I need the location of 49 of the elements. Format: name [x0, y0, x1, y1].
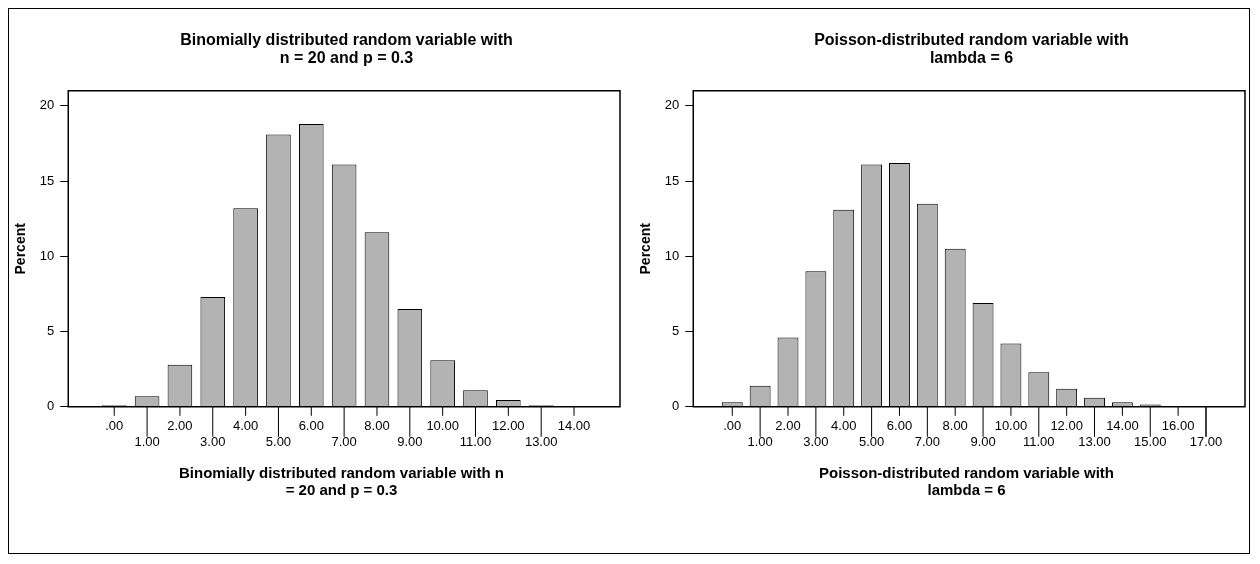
x-tick-label: 9.00 [970, 433, 996, 449]
x-tick-label: 3.00 [803, 433, 829, 449]
x-tick-label: 4.00 [831, 418, 857, 434]
x-tick-label: 7.00 [914, 433, 940, 449]
y-tick-label: 0 [672, 398, 680, 414]
x-tick-label: .00 [723, 418, 742, 434]
x-tick-label: 8.00 [364, 418, 390, 434]
x-tick-label: 5.00 [858, 433, 885, 449]
x-tick-label: 14.00 [557, 418, 591, 434]
x-tick-label: 2.00 [775, 418, 801, 434]
x-tick-label: 9.00 [397, 433, 423, 449]
x-tick-label: 11.00 [1023, 433, 1055, 449]
x-tick-label: 2.00 [167, 418, 193, 434]
y-tick-label: 15 [664, 172, 680, 188]
x-tick-label: 17.00 [1189, 433, 1223, 449]
y-tick-label: 20 [39, 97, 55, 113]
chart-title: Binomially distributed random variable with n = 20 and p = 0.3 [179, 31, 514, 68]
x-tick-label: 15.00 [1133, 433, 1167, 449]
y-tick-label: 10 [664, 247, 680, 263]
x-tick-label: 14.00 [1106, 418, 1139, 434]
x-tick-label: 13.00 [524, 433, 558, 449]
x-tick-label: 12.00 [492, 418, 525, 434]
y-tick-label: 10 [39, 247, 55, 263]
x-tick-label: 3.00 [200, 433, 226, 449]
y-axis-title: Percent [12, 222, 29, 275]
y-tick-label: 5 [672, 323, 680, 339]
x-tick-label: 7.00 [331, 433, 357, 449]
x-tick-label: 16.00 [1161, 418, 1195, 434]
x-tick-label: 12.00 [1050, 418, 1083, 434]
y-axis-title: Percent [637, 222, 654, 275]
x-tick-label: 6.00 [298, 418, 324, 434]
x-tick-label: 11.00 [459, 433, 492, 449]
x-axis-title: Poisson-distributed random variable with lambda = 6 [817, 464, 1115, 498]
x-tick-label: .00 [105, 418, 124, 434]
y-tick-label: 5 [47, 323, 55, 339]
y-tick-label: 15 [39, 172, 55, 188]
x-tick-label: 13.00 [1078, 433, 1111, 449]
x-axis-title: Binomially distributed random variable with n = 20 and p = 0.3 [177, 464, 506, 498]
x-tick-label: 10.00 [994, 418, 1028, 434]
x-tick-label: 8.00 [942, 418, 968, 434]
x-tick-label: 1.00 [134, 433, 160, 449]
x-tick-label: 1.00 [747, 433, 773, 449]
chart-title: Poisson-distributed random variable with lambda = 6 [813, 31, 1130, 68]
x-tick-label: 4.00 [232, 418, 259, 434]
x-tick-label: 5.00 [265, 433, 292, 449]
y-tick-label: 0 [47, 398, 55, 414]
x-tick-label: 10.00 [426, 418, 459, 434]
y-tick-label: 20 [664, 97, 680, 113]
x-tick-label: 6.00 [886, 418, 913, 434]
